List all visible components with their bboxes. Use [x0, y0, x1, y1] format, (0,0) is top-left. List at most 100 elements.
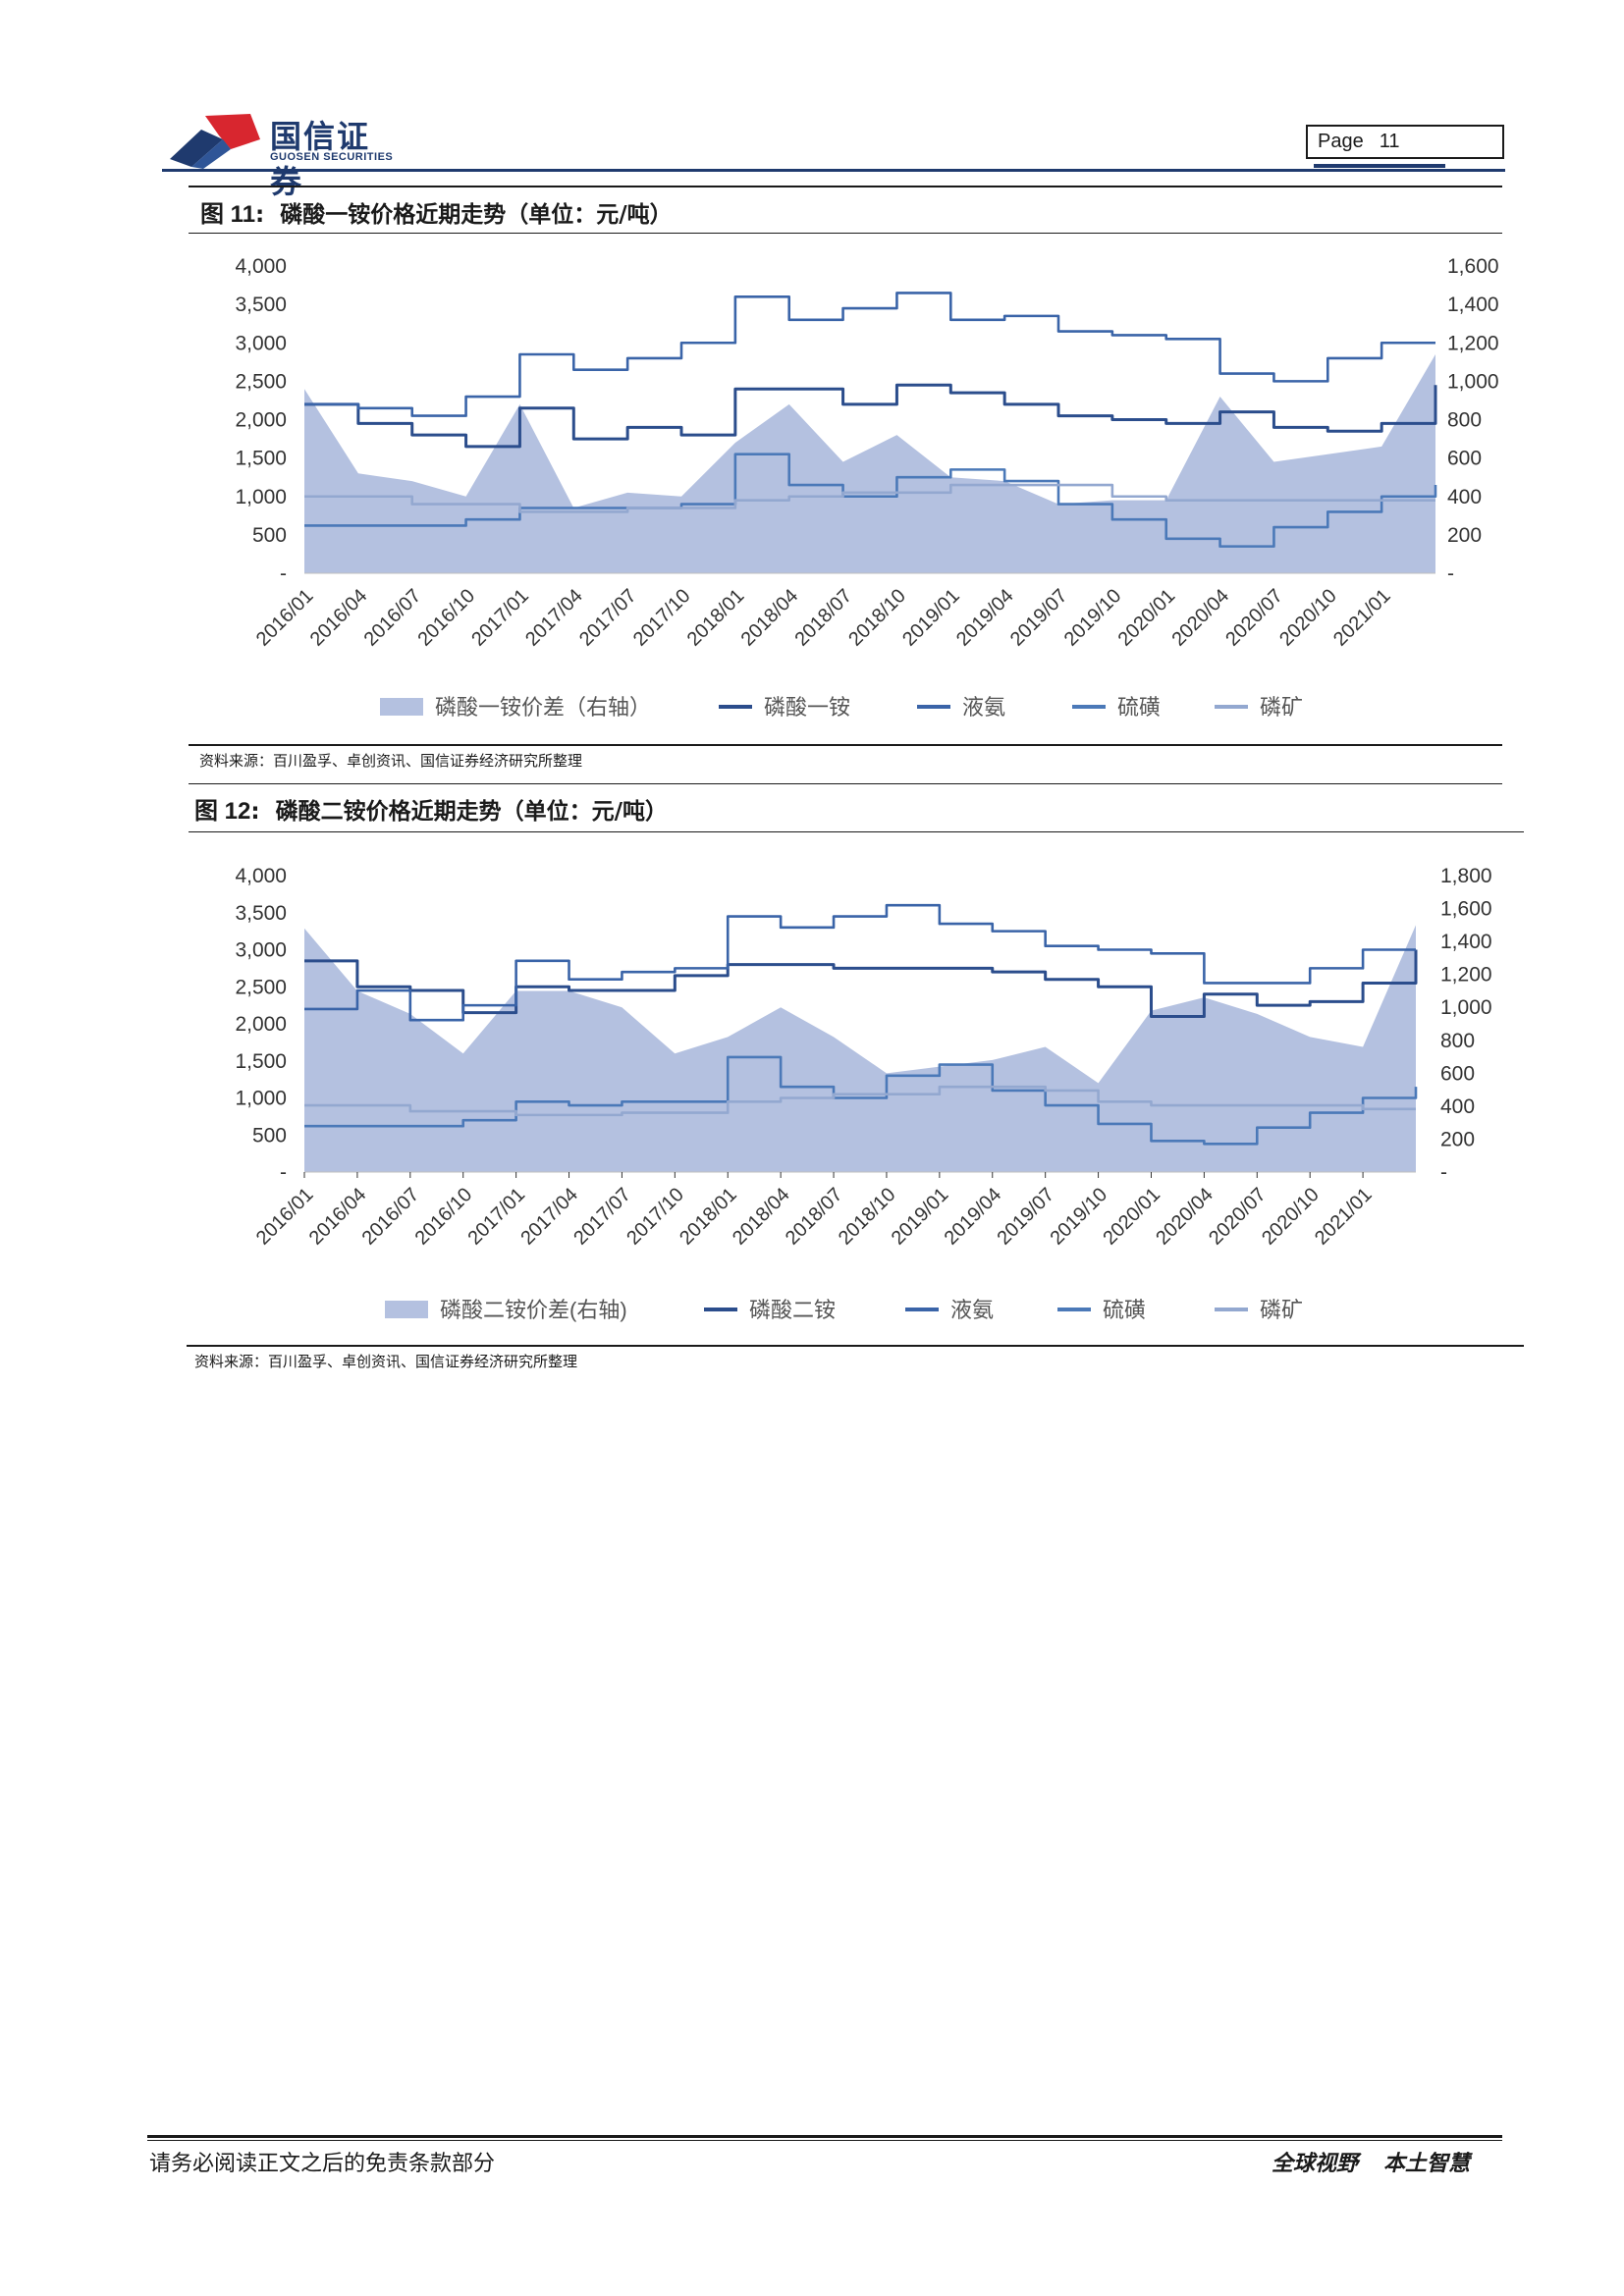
figure-11-label: 图 11: [200, 201, 256, 228]
x-tick-label: 2019/07: [1006, 585, 1072, 651]
y-right-tick-label: -: [1447, 562, 1454, 585]
x-tick-label: 2020/04: [1152, 1184, 1218, 1250]
x-tick-label: 2018/01: [683, 585, 749, 651]
footer-disclaimer: 请务必阅读正文之后的免责条款部分: [149, 2152, 496, 2176]
y-right-tick-label: 1,000: [1440, 996, 1492, 1019]
y-left-tick-label: 2,500: [235, 976, 287, 998]
figure-11-title: 图 11: 磷酸一铵价格近期走势（单位：元/吨）: [200, 201, 673, 228]
figure-12-top-rule: [189, 783, 1502, 784]
series-line-0-2: [304, 292, 1435, 417]
page-indicator: Page 11: [1306, 125, 1504, 159]
figure-11-title-rule: [189, 233, 1502, 234]
x-tick-label: 2018/01: [676, 1184, 741, 1250]
y-right-tick-label: 200: [1440, 1128, 1475, 1150]
figure-11-source: 资料来源：百川盈孚、卓创资讯、国信证券经济研究所整理: [199, 752, 583, 770]
y-right-tick-label: 1,400: [1440, 931, 1492, 953]
y-right-tick-label: 400: [1440, 1095, 1475, 1118]
x-tick-label: 2017/07: [569, 1184, 635, 1250]
header-rule: [162, 169, 1505, 172]
x-tick-label: 2021/01: [1311, 1184, 1377, 1250]
x-tick-label: 2018/07: [790, 585, 856, 651]
figure-12-caption: 磷酸二铵价格近期走势（单位：元/吨）: [275, 799, 668, 825]
y-right-tick-label: -: [1440, 1161, 1447, 1184]
legend-swatch-area: [380, 698, 423, 716]
y-left-tick-label: 1,000: [235, 1088, 287, 1110]
y-left-tick-label: 500: [252, 524, 287, 547]
y-right-tick-label: 1,000: [1447, 370, 1499, 393]
y-left-tick-label: 1,500: [235, 448, 287, 470]
x-tick-label: 2019/04: [952, 585, 1018, 651]
x-tick-label: 2017/04: [516, 1184, 582, 1250]
y-right-tick-label: 600: [1440, 1062, 1475, 1085]
legend-label: 磷矿: [1260, 1298, 1303, 1322]
footer-rule: [147, 2135, 1502, 2138]
x-tick-label: 2018/04: [729, 1184, 794, 1250]
figure-12-source: 资料来源：百川盈孚、卓创资讯、国信证券经济研究所整理: [194, 1353, 578, 1370]
y-right-tick-label: 200: [1447, 524, 1482, 547]
x-tick-label: 2016/10: [413, 585, 479, 651]
footer-rule-thin: [147, 2140, 1502, 2141]
x-tick-label: 2020/01: [1114, 585, 1180, 651]
footer-slogan-2: 本土智慧: [1383, 2151, 1471, 2176]
figure-12-title-rule: [189, 831, 1524, 832]
x-tick-label: 2017/01: [467, 585, 533, 651]
x-tick-label: 2018/04: [737, 585, 803, 651]
chart-map-price-trend: 4,000 3,500 3,000 2,500 2,000 1,500 1,000 500 - 1…: [235, 255, 1499, 720]
series-line-1-3: [304, 1055, 1418, 1146]
y-right-tick-label: 600: [1447, 448, 1482, 470]
y-left-tick-label: 4,000: [235, 865, 287, 887]
x-tick-label: 2019/01: [898, 585, 964, 651]
figure-11-top-rule: [189, 186, 1502, 187]
x-tick-label: 2020/07: [1205, 1184, 1271, 1250]
guosen-logo: 国信证券 GUOSEN SECURITIES: [162, 110, 398, 200]
series-line-1-4: [304, 1085, 1416, 1117]
x-tick-label: 2018/10: [835, 1184, 900, 1250]
x-tick-label: 2017/04: [521, 585, 587, 651]
page-tab-bar: [1314, 164, 1445, 168]
y-left-tick-label: 2,000: [235, 409, 287, 432]
y-left-tick-label: -: [280, 1161, 287, 1184]
footer-slogan-1: 全球视野: [1272, 2151, 1359, 2176]
x-tick-label: 2017/07: [575, 585, 641, 651]
y-right-tick-label: 1,200: [1440, 964, 1492, 987]
legend-label: 硫磺: [1103, 1298, 1146, 1322]
y-left-tick-label: 1,500: [235, 1050, 287, 1073]
x-tick-label: 2020/10: [1275, 585, 1341, 651]
x-tick-label: 2019/10: [1046, 1184, 1111, 1250]
legend-label: 磷酸一铵价差（右轴）: [435, 695, 651, 720]
x-tick-label: 2019/07: [994, 1184, 1059, 1250]
figure-12-bottom-rule: [187, 1345, 1524, 1347]
x-tick-label: 2016/01: [252, 585, 318, 651]
legend-label: 磷矿: [1260, 695, 1303, 720]
x-tick-label: 2021/01: [1329, 585, 1395, 651]
x-tick-label: 2019/10: [1060, 585, 1126, 651]
figure-12-label: 图 12: [194, 798, 251, 825]
series-line-0-1: [304, 383, 1437, 449]
series-line-0-3: [304, 453, 1437, 548]
y-right-tick-label: 400: [1447, 486, 1482, 508]
brand-name-en: GUOSEN SECURITIES: [270, 151, 394, 163]
logo-mark-icon: [170, 114, 260, 169]
series-area-0-0: [304, 353, 1435, 573]
y-right-tick-label: 1,600: [1447, 255, 1499, 278]
chart-dap-price-trend: 4,000 3,500 3,000 2,500 2,000 1,500 1,000 500 - 1…: [235, 865, 1492, 1322]
footer-slogan: 全球视野 本土智慧: [1272, 2146, 1470, 2177]
x-tick-label: 2017/10: [629, 585, 695, 651]
y-right-tick-label: 1,200: [1447, 332, 1499, 354]
legend-label: 硫磺: [1117, 695, 1161, 720]
series-line-1-1: [304, 949, 1418, 1018]
figure-11-caption: 磷酸一铵价格近期走势（单位：元/吨）: [280, 202, 673, 228]
x-tick-label: 2016/01: [252, 1184, 318, 1250]
x-tick-label: 2018/10: [844, 585, 910, 651]
x-tick-label: 2017/10: [623, 1184, 688, 1250]
x-tick-label: 2016/07: [358, 1184, 424, 1250]
legend-label: 液氨: [962, 695, 1005, 720]
x-tick-label: 2019/01: [888, 1184, 953, 1250]
legend-label: 液氨: [950, 1298, 994, 1322]
series-line-0-4: [304, 483, 1435, 513]
x-tick-label: 2017/01: [463, 1184, 529, 1250]
y-left-tick-label: -: [280, 562, 287, 585]
x-tick-label: 2020/10: [1258, 1184, 1324, 1250]
legend-label: 磷酸二铵: [749, 1298, 836, 1322]
y-right-tick-label: 1,600: [1440, 898, 1492, 921]
